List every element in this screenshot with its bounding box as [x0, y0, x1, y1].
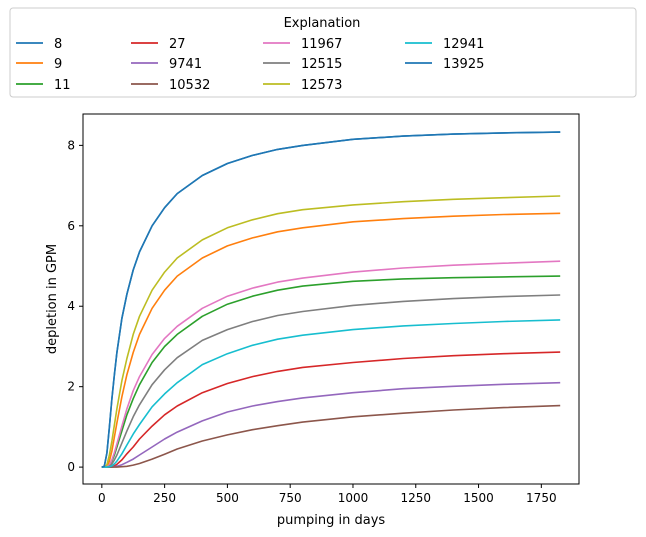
y-tick-label: 2: [67, 380, 75, 394]
series-line-9: [101, 212, 561, 468]
legend-label: 27: [169, 37, 186, 52]
series-line-12515: [101, 294, 561, 468]
legend-item-10532: 10532: [131, 78, 210, 93]
legend-item-9: 9: [16, 57, 62, 72]
legend-item-12573: 12573: [263, 78, 342, 93]
legend-label: 8: [54, 37, 62, 52]
y-axis-ticks: 0 2 4 6 8: [67, 138, 83, 474]
legend-item-11967: 11967: [263, 37, 342, 52]
legend-label: 12573: [301, 78, 342, 93]
y-tick-label: 4: [67, 299, 75, 313]
x-tick-label: 1750: [526, 491, 557, 505]
x-tick-label: 1000: [338, 491, 369, 505]
legend-frame: [9, 7, 637, 98]
legend-title: Explanation: [284, 16, 361, 31]
legend-item-8: 8: [16, 37, 62, 52]
legend-label: 9: [54, 57, 62, 72]
legend-item-11: 11: [16, 78, 71, 93]
legend-item-12941: 12941: [405, 37, 484, 52]
x-tick-label: 250: [153, 491, 176, 505]
series-line-10532: [101, 404, 561, 468]
y-tick-label: 6: [67, 219, 75, 233]
x-axis-ticks: 0 250 500 750 1000 1250 1500 1750: [98, 484, 557, 505]
y-axis-label: depletion in GPM: [45, 244, 60, 354]
legend-label: 9741: [169, 57, 202, 72]
legend-item-12515: 12515: [263, 57, 342, 72]
legend-label: 11967: [301, 37, 342, 52]
x-tick-label: 1250: [400, 491, 431, 505]
legend-label: 13925: [443, 57, 484, 72]
legend-items: 8 9 11 27 9741 10532 11967 12515 12573 12941 13925: [16, 37, 484, 93]
x-tick-label: 750: [279, 491, 302, 505]
legend-item-13925: 13925: [405, 57, 484, 72]
axes-frame: [82, 113, 580, 485]
series-line-12573: [101, 195, 561, 468]
x-tick-label: 1500: [463, 491, 494, 505]
y-tick-label: 8: [67, 138, 75, 152]
x-axis-label: pumping in days: [277, 513, 386, 528]
legend-label: 10532: [169, 78, 210, 93]
x-tick-label: 500: [216, 491, 239, 505]
series-line-11967: [101, 260, 561, 468]
legend-item-9741: 9741: [131, 57, 202, 72]
legend-item-27: 27: [131, 37, 186, 52]
y-tick-label: 0: [67, 460, 75, 474]
series-line-13925: [101, 131, 561, 468]
legend: Explanation 8 9 11 27 9741 10532 11967 12515 125…: [9, 7, 637, 98]
legend-label: 12941: [443, 37, 484, 52]
plot-area: [101, 131, 561, 468]
legend-label: 12515: [301, 57, 342, 72]
legend-label: 11: [54, 78, 71, 93]
x-tick-label: 0: [98, 491, 106, 505]
series-line-12941: [101, 319, 561, 468]
